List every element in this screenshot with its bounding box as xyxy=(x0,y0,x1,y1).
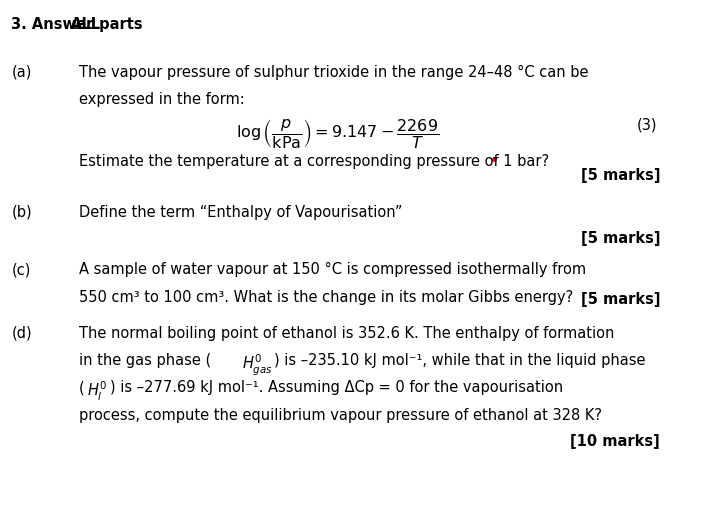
Text: 550 cm³ to 100 cm³. What is the change in its molar Gibbs energy?: 550 cm³ to 100 cm³. What is the change i… xyxy=(79,290,573,305)
Text: (c): (c) xyxy=(11,262,31,277)
Text: [5 marks]: [5 marks] xyxy=(581,168,661,183)
Text: (3): (3) xyxy=(636,117,657,132)
Text: expressed in the form:: expressed in the form: xyxy=(79,92,244,107)
Text: ALL: ALL xyxy=(70,17,101,32)
Text: (d): (d) xyxy=(11,326,32,341)
Text: A sample of water vapour at 150 °C is compressed isothermally from: A sample of water vapour at 150 °C is co… xyxy=(79,262,586,277)
Text: ) is –277.69 kJ mol⁻¹. Assuming ΔCp = 0 for the vapourisation: ) is –277.69 kJ mol⁻¹. Assuming ΔCp = 0 … xyxy=(111,380,564,395)
Text: The vapour pressure of sulphur trioxide in the range 24–48 °C can be: The vapour pressure of sulphur trioxide … xyxy=(79,65,588,80)
Text: The normal boiling point of ethanol is 352.6 K. The enthalpy of formation: The normal boiling point of ethanol is 3… xyxy=(79,326,614,341)
Text: [5 marks]: [5 marks] xyxy=(581,231,661,246)
Text: process, compute the equilibrium vapour pressure of ethanol at 328 K?: process, compute the equilibrium vapour … xyxy=(79,408,602,423)
Text: [10 marks]: [10 marks] xyxy=(571,434,661,449)
Text: $H^0_l$: $H^0_l$ xyxy=(88,380,108,403)
Text: [5 marks]: [5 marks] xyxy=(581,292,661,307)
Text: (a): (a) xyxy=(11,65,32,80)
Text: Define the term “Enthalpy of Vapourisation”: Define the term “Enthalpy of Vapourisati… xyxy=(79,205,402,220)
Text: parts: parts xyxy=(94,17,143,32)
Text: Estimate the temperature at a corresponding pressure of 1 bar?: Estimate the temperature at a correspond… xyxy=(79,154,549,169)
Text: ) is –235.10 kJ mol⁻¹, while that in the liquid phase: ) is –235.10 kJ mol⁻¹, while that in the… xyxy=(274,353,645,368)
Text: in the gas phase (: in the gas phase ( xyxy=(79,353,211,368)
Text: 3. Answer: 3. Answer xyxy=(11,17,99,32)
Text: (b): (b) xyxy=(11,205,32,220)
Text: $\log\left(\dfrac{p}{\mathrm{kPa}}\right) = 9.147 - \dfrac{2269}{T}$: $\log\left(\dfrac{p}{\mathrm{kPa}}\right… xyxy=(236,117,439,150)
Text: $H^0_{gas}$: $H^0_{gas}$ xyxy=(242,353,273,378)
Text: (: ( xyxy=(79,380,85,395)
